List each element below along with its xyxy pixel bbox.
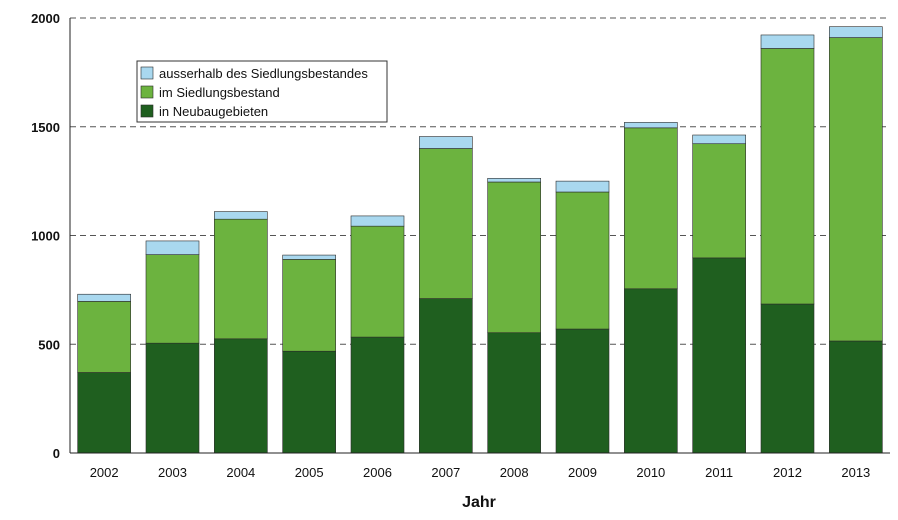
bar-segment <box>419 136 473 149</box>
bar-segment <box>419 148 473 299</box>
bars <box>77 26 883 454</box>
y-tick-label: 500 <box>38 337 60 352</box>
bar-segment <box>487 332 541 454</box>
x-tick-label: 2010 <box>636 465 665 480</box>
bar-segment <box>829 26 883 38</box>
x-tick-label: 2013 <box>841 465 870 480</box>
bar-segment <box>145 254 200 344</box>
legend-entry: in Neubaugebieten <box>159 104 268 119</box>
bar-segment <box>77 372 131 454</box>
bar-segment <box>555 180 610 193</box>
x-tick-label: 2012 <box>773 465 802 480</box>
x-tick-label: 2005 <box>295 465 324 480</box>
bar-segment <box>487 177 541 183</box>
bar-segment <box>350 225 405 338</box>
bar-segment <box>77 293 131 302</box>
bar-segment <box>350 215 405 227</box>
x-axis-title: Jahr <box>462 494 496 511</box>
bar-segment <box>214 211 268 220</box>
bar-segment <box>487 181 541 334</box>
legend-swatch <box>140 66 154 80</box>
y-tick-label: 2000 <box>31 11 60 26</box>
bar-segment <box>692 257 746 454</box>
x-tick-label: 2009 <box>568 465 597 480</box>
x-tick-label: 2008 <box>500 465 529 480</box>
bar-segment <box>350 336 405 454</box>
bar-segment <box>77 301 131 373</box>
y-tick-label: 1500 <box>31 120 60 135</box>
tick-labels: 0 500 1000 1500 2000 2002 2003 2004 2005 2006 2007… <box>31 11 870 480</box>
grid-lines <box>70 17 890 345</box>
bar-segment <box>624 122 678 129</box>
x-tick-label: 2003 <box>158 465 187 480</box>
bar-segment <box>282 254 336 260</box>
legend-box <box>136 60 388 123</box>
bar-segment <box>692 134 746 145</box>
bar-segment <box>624 127 678 290</box>
legend-swatch <box>140 104 154 118</box>
bar-segment <box>760 303 815 454</box>
axes <box>69 18 890 454</box>
bar-segment <box>282 350 336 454</box>
bar-segment <box>145 240 200 255</box>
bar-segment <box>829 340 883 454</box>
bar-segment <box>419 298 473 454</box>
bar-segment <box>282 259 336 352</box>
bar-segment <box>145 342 200 454</box>
bar-segment <box>692 143 746 259</box>
x-tick-label: 2002 <box>90 465 119 480</box>
x-tick-label: 2011 <box>705 465 733 480</box>
bar-segment <box>214 338 268 454</box>
bar-segment <box>214 218 268 340</box>
bar-segment <box>829 37 883 342</box>
x-tick-label: 2004 <box>226 465 255 480</box>
y-tick-label: 1000 <box>31 229 60 244</box>
legend-entry: im Siedlungsbestand <box>159 85 280 100</box>
x-tick-label: 2006 <box>363 465 392 480</box>
x-tick-label: 2007 <box>431 465 460 480</box>
legend-swatch <box>140 85 154 99</box>
bar-segment <box>555 191 610 330</box>
y-tick-label: 0 <box>53 446 60 461</box>
legend: ausserhalb des Siedlungsbestandes im Sied… <box>136 60 388 123</box>
bar-segment <box>760 34 815 49</box>
bar-segment <box>760 48 815 305</box>
bar-segment <box>555 328 610 454</box>
bar-segment <box>624 288 678 454</box>
legend-entry: ausserhalb des Siedlungsbestandes <box>159 66 368 81</box>
